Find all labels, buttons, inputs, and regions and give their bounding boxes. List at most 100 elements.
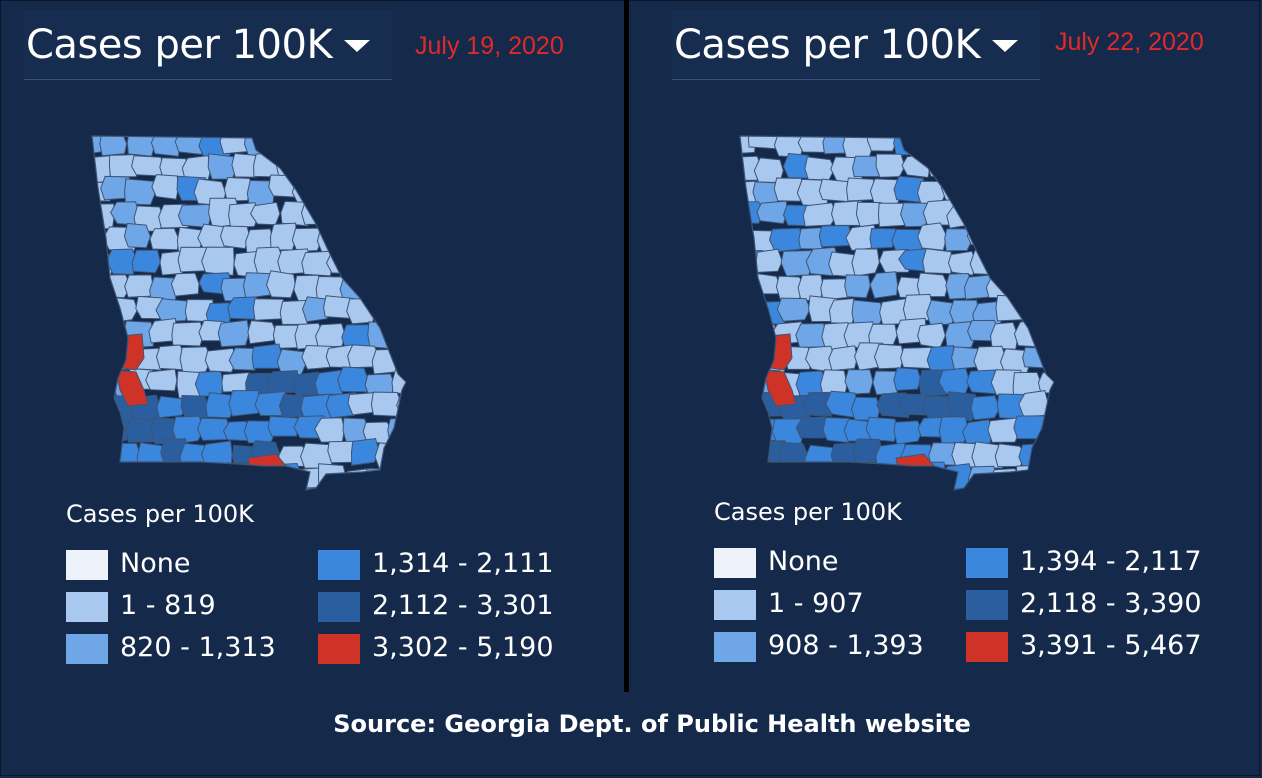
county-shape xyxy=(201,246,235,276)
county-shape xyxy=(747,136,779,150)
county-shape xyxy=(149,227,180,251)
county-shape xyxy=(315,322,347,348)
county-shape xyxy=(131,155,164,177)
county-shape xyxy=(396,151,406,178)
county-shape-hotspot xyxy=(115,369,149,407)
caret-down-icon[interactable] xyxy=(992,40,1018,52)
county-shape xyxy=(92,273,105,298)
county-shape xyxy=(108,154,140,178)
county-shape xyxy=(893,367,922,391)
county-shape xyxy=(1033,227,1054,251)
county-shape xyxy=(228,202,260,229)
county-shape xyxy=(851,248,880,277)
county-shape xyxy=(300,153,329,182)
county-shape xyxy=(396,299,406,325)
county-shape xyxy=(802,202,837,227)
metric-dropdown[interactable]: Cases per 100K xyxy=(24,10,392,80)
county-shape xyxy=(296,487,332,490)
county-shape xyxy=(400,488,406,490)
county-shape xyxy=(92,442,116,468)
county-shape xyxy=(1019,295,1051,321)
county-shape xyxy=(104,466,133,490)
county-shape xyxy=(365,272,398,299)
county-shape xyxy=(1037,372,1054,394)
county-shape xyxy=(869,227,897,249)
county-shape xyxy=(926,150,956,179)
county-shape xyxy=(174,136,206,155)
legend-swatch xyxy=(966,590,1008,620)
county-shape xyxy=(339,136,374,157)
county-shape xyxy=(1020,203,1054,228)
county-shape xyxy=(1038,136,1054,154)
source-caption: Source: Georgia Dept. of Public Health w… xyxy=(333,710,971,738)
county-shape xyxy=(917,222,948,251)
county-shape xyxy=(917,322,946,349)
county-shape xyxy=(828,345,858,372)
county-shape xyxy=(740,464,757,486)
county-shape xyxy=(124,178,157,206)
legend-swatch xyxy=(318,550,360,580)
county-shape xyxy=(847,465,876,490)
county-shape xyxy=(1047,398,1054,424)
county-shape xyxy=(173,466,204,490)
county-shape xyxy=(204,347,238,373)
county-shape xyxy=(171,321,205,347)
county-shape xyxy=(109,297,139,323)
county-shape xyxy=(818,224,853,248)
legend-swatch xyxy=(714,590,756,620)
legend-label: 1 - 819 xyxy=(120,590,216,621)
legend-label: 1 - 907 xyxy=(768,588,864,619)
county-shape xyxy=(1043,486,1054,490)
legend-swatch xyxy=(966,548,1008,578)
legend-swatch xyxy=(66,634,108,664)
county-shape xyxy=(1042,439,1054,469)
county-shape xyxy=(869,271,899,299)
county-shape xyxy=(126,136,156,157)
legend-label: None xyxy=(768,546,839,577)
county-shape xyxy=(1042,344,1054,372)
county-shape xyxy=(325,254,355,275)
legend-swatch xyxy=(318,592,360,622)
county-shape xyxy=(313,136,345,152)
legend-label: None xyxy=(120,548,191,579)
county-shape xyxy=(820,468,854,490)
legend-swatch xyxy=(66,550,108,580)
georgia-county-map xyxy=(728,128,1068,518)
county-shape xyxy=(314,178,349,207)
county-shape xyxy=(350,437,381,466)
county-shape xyxy=(291,227,322,253)
county-shape xyxy=(390,177,406,206)
county-shape xyxy=(391,136,406,159)
county-shape xyxy=(995,294,1031,322)
county-shape xyxy=(314,417,346,443)
county-shape xyxy=(92,225,103,251)
county-shape xyxy=(337,366,369,393)
legend-title: Cases per 100K xyxy=(66,500,254,528)
county-shape xyxy=(1043,201,1054,223)
county-shape xyxy=(398,441,406,462)
legend-swatch xyxy=(714,632,756,662)
county-shape xyxy=(269,222,297,251)
county-shape xyxy=(842,136,874,161)
county-shape xyxy=(988,224,1018,253)
county-shape xyxy=(275,489,303,490)
county-shape xyxy=(795,416,830,439)
county-shape xyxy=(989,321,1019,350)
county-shape xyxy=(804,156,836,181)
county-shape xyxy=(170,272,200,297)
caret-down-icon[interactable] xyxy=(344,40,370,52)
county-shape xyxy=(973,201,1006,229)
county-shape xyxy=(323,151,353,178)
county-shape xyxy=(893,466,925,490)
legend-label: 1,314 - 2,111 xyxy=(372,548,554,579)
state-outline xyxy=(739,135,1055,491)
county-shape xyxy=(300,198,330,225)
county-shape xyxy=(346,298,376,325)
county-shape xyxy=(349,491,380,518)
county-shape xyxy=(1035,320,1054,346)
metric-dropdown[interactable]: Cases per 100K xyxy=(672,10,1040,80)
county-shape xyxy=(1014,136,1042,158)
county-shape xyxy=(363,467,395,490)
panel-divider xyxy=(624,0,629,692)
county-shape xyxy=(373,155,403,183)
